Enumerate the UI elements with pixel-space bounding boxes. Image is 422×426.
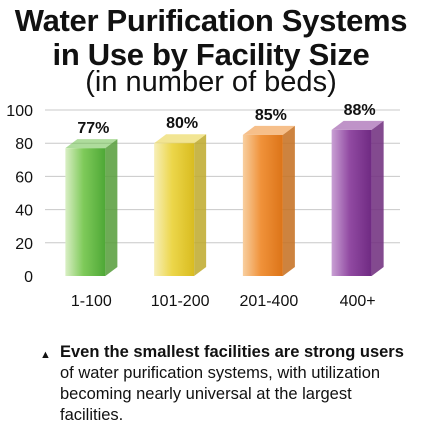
footnote-rest: of water purification systems, with util… (60, 364, 381, 424)
bar (154, 134, 207, 276)
y-tick-label: 60 (15, 169, 33, 186)
bar-front (242, 134, 283, 276)
triangle-bullet-icon: ▲ (40, 349, 51, 361)
bar-side (282, 125, 295, 277)
footnote-bold: Even the smallest facilities are strong … (60, 343, 404, 361)
data-label: 88% (344, 102, 376, 119)
bar (65, 139, 118, 276)
bar-side (194, 134, 207, 276)
bar-front (65, 148, 106, 276)
x-axis: 1-100 101-200 201-400 400+ (71, 293, 376, 310)
data-label: 85% (255, 107, 287, 124)
title-line-1: Water Purification Systems (14, 3, 408, 38)
bar-chart: 0 20 40 60 80 100 77% 80% 85% 88% 1-100 101-200 20… (6, 102, 400, 310)
y-tick-label: 80 (15, 136, 33, 153)
y-tick-label: 100 (6, 103, 33, 120)
y-axis: 0 20 40 60 80 100 (6, 103, 33, 286)
bar-top (65, 139, 118, 149)
bar-top (242, 125, 295, 135)
bar-side-shade (194, 134, 207, 276)
bar-top (154, 134, 207, 144)
bars: 77% 80% 85% 88% (65, 102, 384, 277)
bar (331, 120, 384, 276)
x-tick-label: 1-100 (71, 293, 112, 310)
data-label: 77% (77, 120, 109, 137)
y-tick-label: 20 (15, 236, 33, 253)
x-tick-label: 201-400 (240, 293, 299, 310)
data-label: 80% (166, 115, 198, 132)
x-tick-label: 400+ (340, 293, 376, 310)
y-tick-label: 40 (15, 203, 33, 220)
x-tick-label: 101-200 (151, 293, 210, 310)
footnote: ▲ Even the smallest facilities are stron… (40, 342, 410, 426)
chart-title: Water Purification Systems in Use by Fac… (0, 4, 422, 72)
title-line-2: in Use by Facility Size (52, 37, 370, 72)
bar-side (371, 120, 384, 276)
bar-side-shade (105, 139, 118, 276)
bar (242, 125, 295, 277)
y-tick-label: 0 (24, 269, 33, 286)
bar-side-shade (371, 120, 384, 276)
footnote-text: Even the smallest facilities are strong … (60, 342, 410, 426)
bar-top (331, 120, 384, 130)
bar-side-shade (282, 125, 295, 277)
bar-side (105, 139, 118, 276)
bar-front (331, 129, 372, 276)
chart-subtitle: (in number of beds) (85, 66, 337, 98)
bar-front (154, 143, 195, 276)
